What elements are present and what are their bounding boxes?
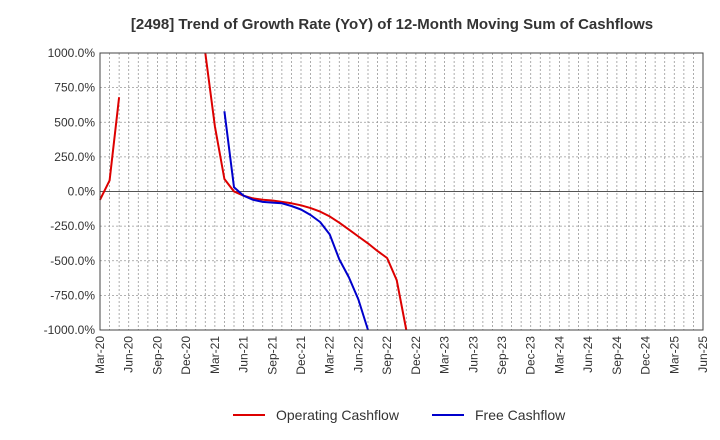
plot-frame: [99, 52, 704, 331]
legend-label: Operating Cashflow: [276, 407, 400, 423]
y-tick-label: 1000.0%: [48, 46, 96, 60]
x-tick-label: Dec-24: [639, 336, 653, 375]
y-tick-label: 250.0%: [54, 150, 95, 164]
y-tick-label: 500.0%: [54, 115, 95, 129]
y-tick-label: -1000.0%: [44, 323, 96, 337]
x-tick-label: Mar-23: [438, 336, 452, 374]
series-line: [223, 111, 369, 331]
x-tick-label: Mar-25: [667, 336, 681, 374]
legend-label: Free Cashflow: [475, 407, 566, 423]
x-tick-label: Mar-20: [93, 336, 107, 374]
y-tick-label: -750.0%: [50, 288, 95, 302]
x-tick-label: Sep-24: [610, 336, 624, 375]
x-tick-label: Sep-22: [380, 336, 394, 375]
x-tick-label: Jun-22: [351, 336, 365, 373]
x-tick-label: Jun-24: [581, 336, 595, 373]
x-tick-label: Jun-20: [122, 336, 136, 373]
x-tick-label: Sep-20: [150, 336, 164, 375]
y-axis-ticks: 1000.0% 750.0% 500.0% 250.0% 0.0% -250.0% -500…: [44, 46, 96, 337]
x-tick-label: Jun-23: [466, 336, 480, 373]
y-tick-label: 750.0%: [54, 81, 95, 95]
x-tick-label: Sep-21: [265, 336, 279, 375]
y-tick-label: 0.0%: [68, 185, 96, 199]
x-tick-label: Mar-21: [208, 336, 222, 374]
y-tick-label: -250.0%: [50, 219, 95, 233]
x-tick-label: Sep-23: [495, 336, 509, 375]
series-group: [99, 52, 408, 331]
x-tick-label: Dec-20: [179, 336, 193, 375]
legend: Operating Cashflow Free Cashflow: [233, 407, 566, 423]
x-tick-label: Dec-23: [524, 336, 538, 375]
x-tick-label: Jun-25: [696, 336, 710, 373]
x-tick-label: Jun-21: [237, 336, 251, 373]
x-tick-label: Mar-22: [323, 336, 337, 374]
x-tick-label: Mar-24: [552, 336, 566, 374]
series-line: [99, 52, 408, 331]
x-tick-label: Dec-21: [294, 336, 308, 375]
grid: [100, 53, 703, 330]
x-tick-label: Dec-22: [409, 336, 423, 375]
chart-title: [2498] Trend of Growth Rate (YoY) of 12-…: [131, 16, 653, 33]
y-tick-label: -500.0%: [50, 254, 95, 268]
x-axis-ticks: Mar-20 Jun-20 Sep-20 Dec-20 Mar-21 Jun-21 Sep-…: [93, 336, 710, 375]
